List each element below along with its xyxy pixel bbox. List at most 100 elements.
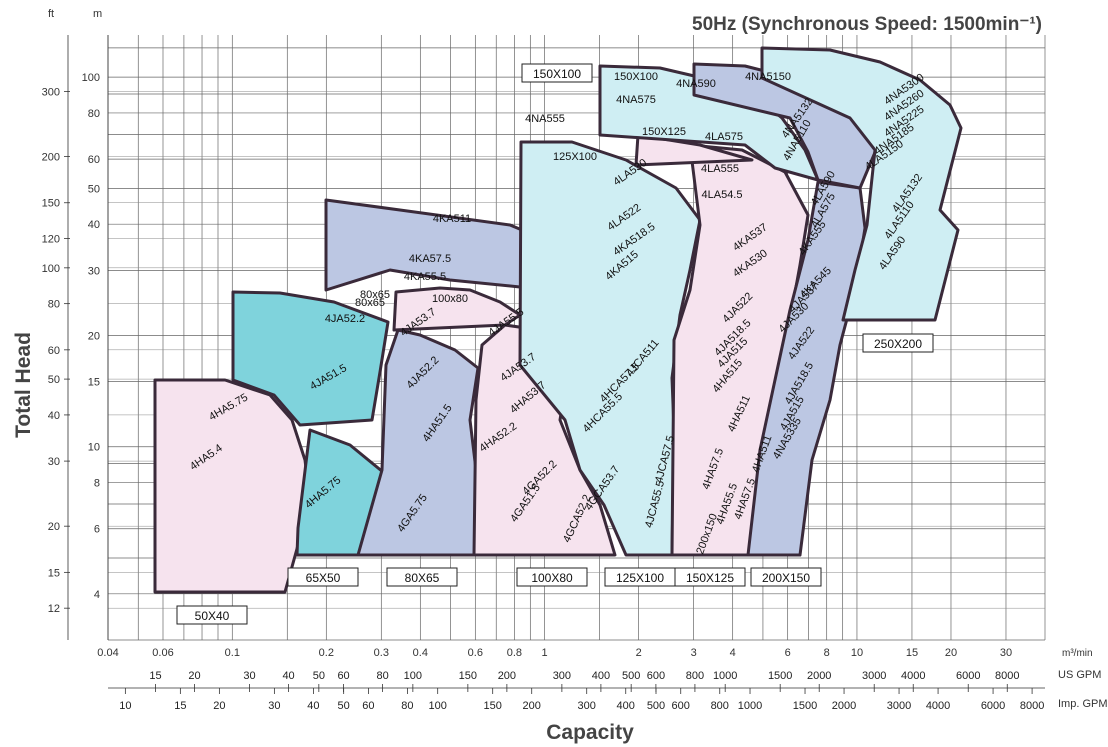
axes: 4681015203040506080100121520304050608010… [42, 35, 1045, 712]
pump-region-150x100[interactable] [598, 64, 820, 182]
x-tick-label: 1 [542, 647, 548, 659]
gpm-tick-label: 15 [149, 670, 161, 682]
x-unit-label: m³/min [1062, 648, 1093, 659]
x-tick-label: 0.3 [374, 647, 389, 659]
model-label: 4KA511 [433, 213, 471, 225]
pump-region-100x80[interactable] [392, 286, 522, 332]
model-label: 4JA52.2 [325, 313, 365, 325]
m-tick-label: 50 [88, 183, 100, 195]
x-tick-label: 2 [636, 647, 642, 659]
gpm-tick-label: 200 [498, 670, 516, 682]
gpm-tick-label: 50 [313, 670, 325, 682]
family-tag-label: 125X100 [616, 571, 664, 585]
pump-region-50x40[interactable] [153, 378, 312, 594]
family-tag-box [386, 567, 458, 587]
x-tick-label: 15 [906, 647, 918, 659]
model-label: 150X125 [642, 126, 686, 138]
x-tick-label: 0.06 [152, 647, 173, 659]
gpm-tick-label: 8000 [995, 670, 1019, 682]
gpm-tick-label: 3000 [862, 670, 886, 682]
m-tick-label: 6 [94, 524, 100, 536]
gpm-tick-label: 800 [686, 670, 704, 682]
imp-tick-label: 8000 [1020, 700, 1044, 712]
gpm-tick-label: 4000 [901, 670, 925, 682]
pump-region-65x50[interactable] [231, 290, 390, 427]
family-tag-label: 150X125 [686, 571, 734, 585]
imp-tick-label: 30 [268, 700, 280, 712]
pump-region-200x150[interactable] [746, 180, 867, 557]
gpm-tick-label: 2000 [807, 670, 831, 682]
model-label: 4LA54.5 [702, 189, 743, 201]
x-tick-label: 4 [730, 647, 736, 659]
x-tick-label: 0.4 [413, 647, 428, 659]
model-label: 150X100 [614, 71, 658, 83]
ft-tick-label: 120 [42, 234, 60, 246]
ft-tick-label: 200 [42, 152, 60, 164]
pump-region-150x125[interactable] [634, 133, 754, 167]
family-tag-label: 65X50 [306, 571, 341, 585]
model-label: 80x65 [355, 297, 385, 309]
model-label: 4KA55.5 [404, 271, 446, 283]
family-tag-label: 200X150 [762, 571, 810, 585]
chart-title: 50Hz (Synchronous Speed: 1500min⁻¹) [692, 14, 1042, 35]
imp-tick-label: 150 [484, 700, 502, 712]
ft-tick-label: 150 [42, 198, 60, 210]
pump-regions: 50X40 65X50 80X65 100X80 125X100 150X125 200X1… [153, 46, 963, 625]
m-tick-label: 60 [88, 154, 100, 166]
imp-tick-label: 6000 [981, 700, 1005, 712]
family-tag-label: 250X200 [874, 337, 922, 351]
m-tick-label: 40 [88, 219, 100, 231]
imp-tick-label: 60 [362, 700, 374, 712]
x-tick-label: 30 [1000, 647, 1012, 659]
pump-region-250x200[interactable] [760, 46, 963, 322]
family-tag-label: 80X65 [405, 571, 440, 585]
m-tick-label: 100 [82, 72, 100, 84]
m-tick-label: 20 [88, 330, 100, 342]
model-label: 4LA575 [705, 131, 743, 143]
imp-tick-label: 100 [429, 700, 447, 712]
m-tick-label: 10 [88, 442, 100, 454]
x-tick-label: 0.1 [225, 647, 240, 659]
imp-tick-label: 10 [119, 700, 131, 712]
x-tick-label: 0.6 [468, 647, 483, 659]
ft-tick-label: 12 [48, 603, 60, 615]
m-unit-label: m [93, 8, 102, 20]
x-tick-label: 3 [691, 647, 697, 659]
family-tag-box [674, 567, 746, 587]
ft-tick-label: 50 [48, 374, 60, 386]
imp-tick-label: 3000 [887, 700, 911, 712]
family-tag-box [750, 567, 822, 587]
x-axis-title: Capacity [546, 721, 634, 744]
model-label: 4NA555 [525, 113, 565, 125]
ft-tick-label: 40 [48, 410, 60, 422]
model-label: 80x65 [360, 289, 390, 301]
m-tick-label: 30 [88, 265, 100, 277]
ft-unit-label: ft [48, 8, 54, 20]
ft-tick-label: 30 [48, 456, 60, 468]
imp-tick-label: 200 [523, 700, 541, 712]
x-tick-label: 0.2 [319, 647, 334, 659]
imp-tick-label: 40 [307, 700, 319, 712]
x-tick-label: 0.8 [507, 647, 522, 659]
model-label: 4NA5150 [745, 71, 791, 83]
m-tick-label: 80 [88, 108, 100, 120]
imp-tick-label: 300 [578, 700, 596, 712]
gpm-tick-label: 300 [553, 670, 571, 682]
ft-tick-label: 60 [48, 345, 60, 357]
gpm-tick-label: 30 [243, 670, 255, 682]
x-tick-label: 6 [785, 647, 791, 659]
gpm-tick-label: 6000 [956, 670, 980, 682]
ft-tick-label: 80 [48, 299, 60, 311]
gpm-tick-label: 1500 [768, 670, 792, 682]
model-label: 125X100 [553, 151, 597, 163]
imp-tick-label: 1500 [793, 700, 817, 712]
model-label: 4KA57.5 [409, 253, 451, 265]
imp-tick-label: 600 [672, 700, 690, 712]
imp-tick-label: 1000 [738, 700, 762, 712]
m-tick-label: 4 [94, 589, 100, 601]
imp-tick-label: 2000 [832, 700, 856, 712]
ft-tick-label: 100 [42, 263, 60, 275]
imp-tick-label: 500 [647, 700, 665, 712]
gpm-tick-label: 100 [404, 670, 422, 682]
y-axis-title: Total Head [12, 332, 35, 438]
